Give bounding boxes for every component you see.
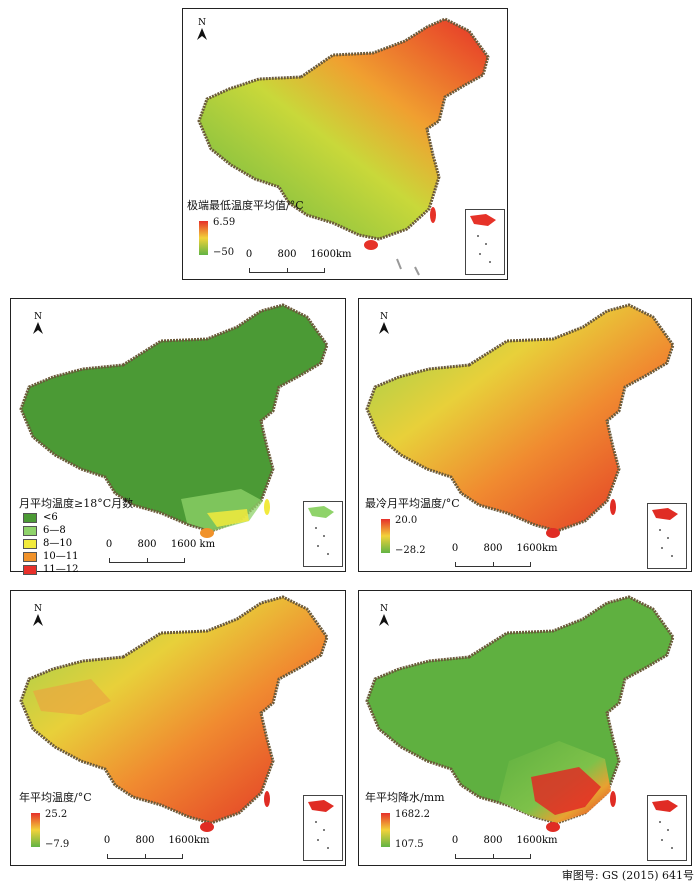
class-row: 10—11 [23,550,78,563]
class-row: 11—12 [23,563,78,576]
legend-gradient [199,221,208,255]
taiwan-island [430,207,436,223]
china-map [197,17,490,276]
map-approval-number: 审图号: GS (2015) 641号 [561,869,694,882]
taiwan-island [264,499,270,515]
hainan-island [546,528,560,538]
north-arrow: N [31,605,45,626]
scale-bar: 0 800 1600km [246,249,352,275]
legend-gradient [381,519,390,553]
north-arrow-icon [33,322,43,334]
taiwan-island [610,499,616,515]
taiwan-island [610,791,616,807]
china-map [365,303,675,538]
south-china-sea-inset [303,795,343,861]
legend-title: 年平均温度/°C [19,791,92,804]
legend-title: 月平均温度≥18°C月数 [19,497,134,510]
china-map [365,595,675,832]
north-arrow-icon [197,28,207,40]
legend-gradient [381,813,390,847]
north-arrow: N [377,605,391,626]
map-panel-annual-precip: N 年平均降水/mm 1682.2 107.5 0 800 1600km [358,590,692,866]
north-arrow: N [31,313,45,334]
legend-max: 25.2 [45,809,68,820]
map-panel-annual-temp: N 年平均温度/°C 25.2 −7.9 0 800 1600km [10,590,346,866]
class-legend: <6 6—8 8—10 10—11 11—12 [23,511,78,576]
legend-min: −7.9 [45,839,70,850]
class-row: 8—10 [23,537,78,550]
legend-min: 107.5 [395,839,424,850]
south-china-sea-inset [465,209,505,275]
hainan-island [200,822,214,832]
legend-max: 6.59 [213,217,236,228]
map-panel-months-above-18: N 月平均温度≥18°C月数 <6 6—8 8—10 10—11 11—12 0… [10,298,346,575]
scale-bar: 0 800 1600km [452,543,558,569]
north-arrow-icon [379,322,389,334]
class-row: 6—8 [23,524,78,537]
taiwan-island [264,791,270,807]
scale-bar: 0 800 1600km [104,835,210,861]
hainan-island [546,822,560,832]
legend-title: 年平均降水/mm [365,791,445,804]
china-outline [197,17,490,241]
legend-title: 最冷月平均温度/°C [365,497,460,510]
map-panel-coldest-month: N 最冷月平均温度/°C 20.0 −28.2 0 800 1600km [358,298,692,572]
south-china-sea-inset [303,501,343,567]
legend-max: 20.0 [395,515,418,526]
legend-min: −28.2 [395,545,426,556]
legend-title: 极端最低温度平均值/°C [187,199,304,212]
map-panel-extreme-min: N 极端最低温度平均值/°C 6.59 −50 0 800 1600km [182,8,508,280]
north-arrow: N [377,313,391,334]
south-china-sea-inset [647,503,687,569]
scale-bar: 0 800 1600km [452,835,558,861]
china-outline [19,595,329,825]
china-map [19,303,329,538]
class-row: <6 [23,511,78,524]
south-china-sea-inset [647,795,687,861]
china-outline [365,303,675,533]
scale-bar: 0 800 1600 km [106,539,215,565]
legend-gradient [31,813,40,847]
legend-max: 1682.2 [395,809,430,820]
hainan-island [200,528,214,538]
north-arrow-icon [379,614,389,626]
north-arrow: N [195,19,209,40]
china-map [19,595,329,832]
legend-min: −50 [213,247,235,258]
hainan-island [364,240,378,250]
north-arrow-icon [33,614,43,626]
